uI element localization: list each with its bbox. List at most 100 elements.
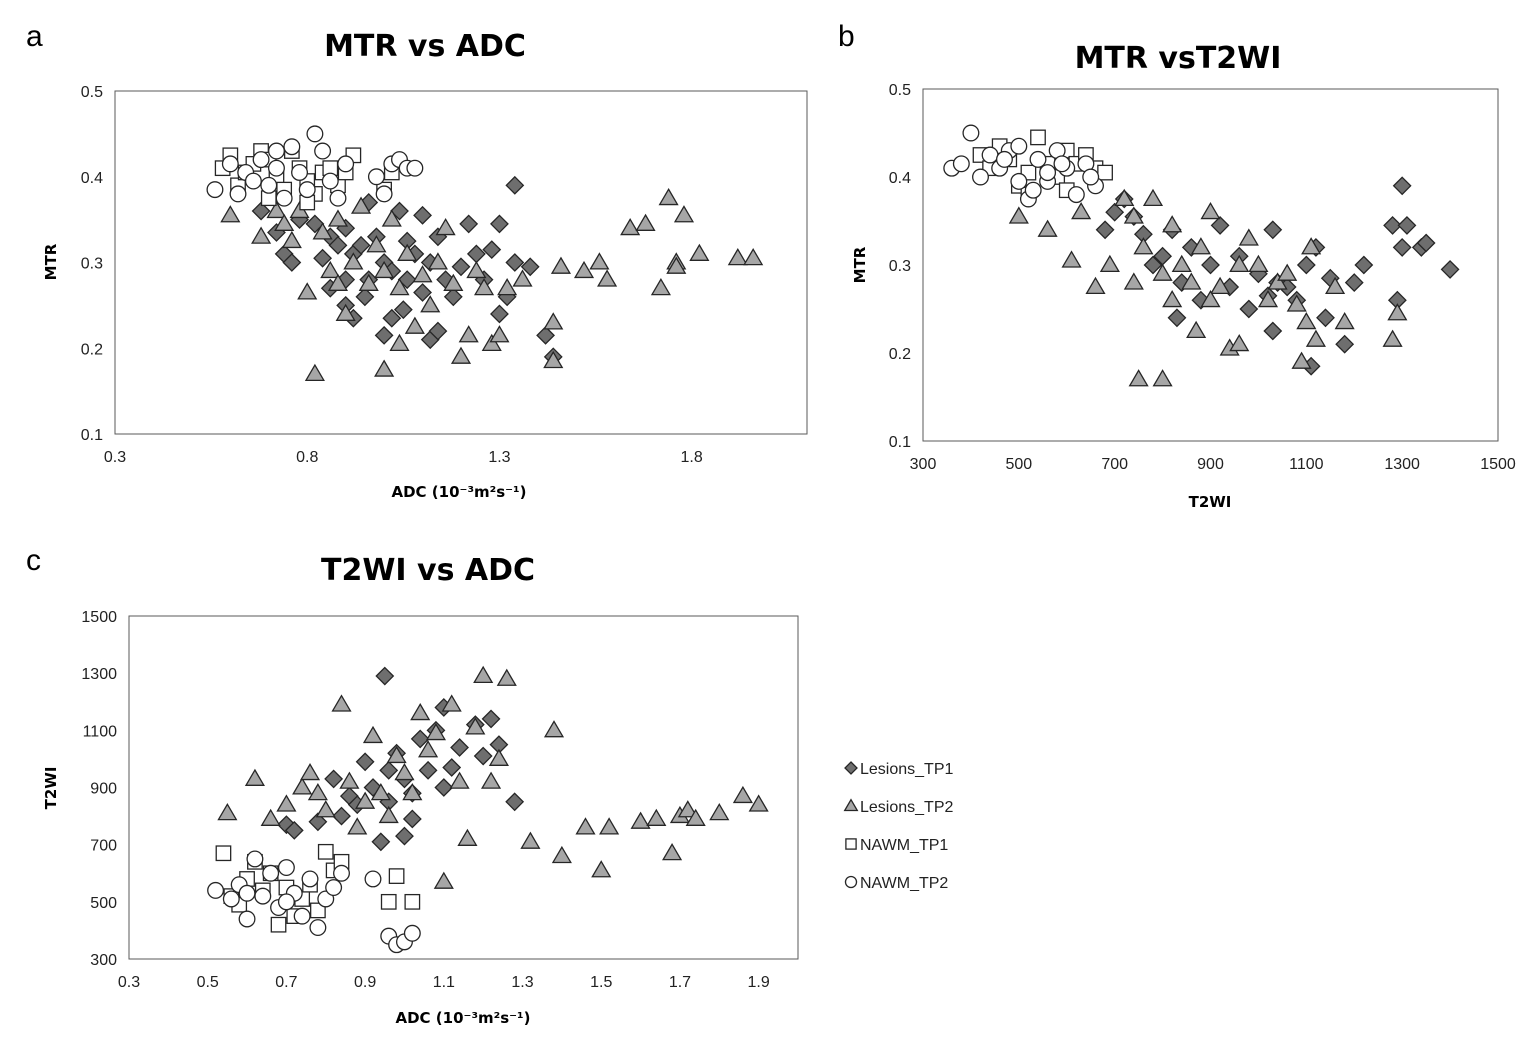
- data-point: [333, 864, 350, 882]
- data-point: [1334, 311, 1355, 330]
- data-point: [543, 350, 564, 369]
- data-point: [304, 363, 325, 382]
- data-point: [207, 881, 225, 899]
- x-tick-label: 0.9: [354, 974, 376, 991]
- data-point: [1210, 215, 1230, 235]
- data-point: [450, 738, 469, 757]
- data-point: [1416, 233, 1436, 253]
- data-point: [1383, 215, 1403, 235]
- x-axis-label-a: ADC (10⁻³m²s⁻¹): [392, 483, 527, 501]
- data-point: [217, 803, 238, 821]
- data-point: [1099, 254, 1120, 273]
- data-point: [1296, 255, 1316, 275]
- data-point: [1291, 351, 1312, 369]
- data-point: [689, 243, 710, 261]
- data-point: [331, 694, 352, 712]
- data-point: [1267, 272, 1288, 290]
- x-tick-label: 0.8: [296, 449, 318, 466]
- data-point: [337, 155, 355, 173]
- panel-c-chart: c T2WI vs ADC 0.3 0.5 0.7 0.9 1.1 1.3 1.5 1.7 1.…: [26, 544, 799, 1027]
- data-point: [1171, 254, 1192, 273]
- data-point: [284, 820, 304, 840]
- data-point: [1186, 320, 1207, 339]
- data-point: [591, 860, 612, 878]
- data-point: [673, 205, 695, 223]
- data-point: [1010, 137, 1028, 155]
- x-tick-label: 1500: [1480, 456, 1516, 473]
- ticks-a: 0.3 0.8 1.3 1.8 0.1 0.2 0.3 0.4 0.5: [81, 84, 703, 466]
- data-point: [972, 168, 989, 186]
- data-point: [328, 235, 348, 255]
- y-tick-label: 1300: [81, 666, 117, 683]
- series-nawm-tp2: [943, 124, 1104, 208]
- data-point: [1030, 129, 1046, 146]
- y-tick-label: 0.4: [889, 170, 911, 187]
- data-point: [474, 278, 495, 296]
- data-point: [748, 794, 769, 812]
- data-point: [267, 159, 285, 177]
- data-point: [313, 248, 333, 268]
- data-point: [1325, 276, 1346, 295]
- data-point: [312, 222, 333, 240]
- data-point: [315, 800, 336, 818]
- data-point: [382, 308, 402, 328]
- data-point: [1143, 255, 1163, 275]
- data-point: [299, 762, 321, 781]
- data-point: [332, 806, 351, 826]
- data-point: [282, 253, 302, 272]
- data-point: [599, 817, 620, 835]
- data-point: [1071, 201, 1092, 220]
- x-tick-label: 1.3: [488, 449, 510, 466]
- y-tick-label: 0.1: [889, 434, 911, 451]
- data-point: [1105, 202, 1125, 222]
- data-point: [362, 725, 384, 744]
- y-tick-label: 0.3: [81, 256, 103, 273]
- data-point: [386, 745, 407, 764]
- legend-item-lesions-tp2: Lesions_TP2: [843, 798, 953, 816]
- data-point: [260, 176, 278, 194]
- data-point: [482, 240, 502, 260]
- data-point: [662, 843, 683, 861]
- data-point: [389, 278, 410, 296]
- data-point: [339, 771, 360, 789]
- data-point: [321, 172, 339, 190]
- data-point: [543, 720, 565, 738]
- data-point: [743, 247, 764, 266]
- data-point: [229, 185, 247, 203]
- data-point: [536, 325, 555, 345]
- data-point: [260, 808, 281, 826]
- y-tick-label: 0.2: [889, 346, 911, 363]
- panel-letter-a: a: [26, 20, 43, 53]
- data-point: [1142, 188, 1164, 207]
- x-tick-label: 700: [1101, 456, 1128, 473]
- data-point: [1190, 237, 1211, 255]
- data-point: [378, 805, 399, 824]
- data-point: [370, 783, 391, 801]
- data-point: [402, 783, 423, 801]
- x-axis-label-b: T2WI: [1189, 493, 1232, 511]
- data-point: [355, 752, 375, 772]
- data-point: [310, 902, 326, 919]
- data-point: [481, 333, 502, 351]
- series-lesions-tp2: [1008, 188, 1408, 387]
- data-point: [1210, 276, 1231, 295]
- data-point: [1286, 294, 1307, 312]
- legend-label: Lesions_TP1: [860, 761, 953, 778]
- data-point: [995, 150, 1013, 168]
- chart-title-a: MTR vs ADC: [324, 29, 526, 64]
- data-point: [309, 919, 327, 937]
- data-point: [1097, 164, 1113, 181]
- data-point: [1123, 272, 1144, 290]
- data-point: [335, 303, 356, 321]
- data-point: [267, 142, 285, 160]
- data-point: [490, 214, 509, 234]
- data-point: [308, 812, 328, 832]
- legend-marker-circle: [844, 875, 858, 889]
- data-point: [413, 283, 432, 302]
- data-point: [350, 196, 372, 214]
- panel-b-chart: b MTR vsT2WI 300 500 700 900 1100 1300 1500 0.1…: [838, 20, 1516, 511]
- legend-item-nawm-tp2: NAWM_TP2: [844, 875, 948, 892]
- data-point: [685, 808, 706, 826]
- y-tick-label: 0.1: [81, 427, 103, 444]
